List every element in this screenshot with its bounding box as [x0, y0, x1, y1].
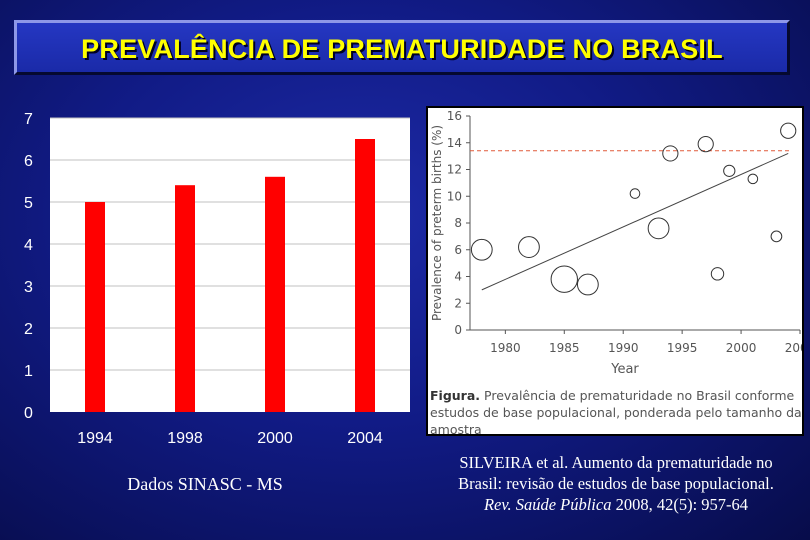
- citation-journal: Rev. Saúde Pública: [483, 495, 612, 514]
- x-tick-label: 1980: [490, 341, 521, 355]
- y-tick-label: 8: [454, 216, 462, 230]
- y-tick-label: 2: [454, 296, 462, 310]
- y-tick-label: 0: [454, 323, 462, 337]
- x-tick-label: 1995: [667, 341, 698, 355]
- citation-line-1: SILVEIRA et al. Aumento da prematuridade…: [459, 453, 773, 472]
- bar-chart: 0 1 2 3 4 5 6 7 1994 1998 2000 2004: [24, 111, 410, 447]
- data-point: [697, 135, 714, 153]
- figure-caption-text: Prevalência de prematuridade no Brasil c…: [430, 388, 802, 436]
- citation-line-2: Brasil: revisão de estudos de base popul…: [458, 474, 774, 493]
- y-tick-label: 5: [24, 195, 33, 212]
- bar: [355, 139, 375, 412]
- x-axis-label: Year: [610, 362, 639, 377]
- scatter-chart: 0 2 4 6 8 10 12 14 16 1980 1985 1990 1995 2000 2005 Yea…: [430, 109, 804, 377]
- data-point: [710, 267, 725, 281]
- x-tick-label: 2005: [785, 341, 804, 355]
- y-tick-label: 2: [24, 321, 33, 338]
- data-point: [518, 236, 540, 258]
- citation-details: 2008, 42(5): 957-64: [611, 495, 749, 514]
- data-point: [576, 273, 599, 296]
- figure-panel: 0 2 4 6 8 10 12 14 16 1980 1985 1990 1995 2000 2005 Yea…: [426, 106, 804, 436]
- y-tick-label: 1: [24, 363, 33, 380]
- y-axis-label: Prevalence of preterm births (%): [430, 125, 444, 321]
- y-tick-label: 3: [24, 279, 33, 296]
- x-tick-label: 2000: [726, 341, 757, 355]
- y-tick-label: 4: [454, 270, 462, 284]
- bar-chart-source: Dados SINASC - MS: [127, 474, 283, 494]
- citation-line-3: Rev. Saúde Pública 2008, 42(5): 957-64: [430, 494, 802, 515]
- data-point: [747, 173, 759, 185]
- figure-caption-label: Figura.: [430, 388, 481, 403]
- y-tick-label: 6: [454, 243, 462, 257]
- data-point: [550, 265, 578, 293]
- x-tick-label: 1985: [549, 341, 580, 355]
- y-tick-label: 16: [447, 109, 462, 123]
- y-tick-label: 7: [24, 111, 33, 128]
- x-tick-label: 1990: [608, 341, 639, 355]
- data-point: [723, 164, 736, 177]
- y-tick-label: 6: [24, 153, 33, 170]
- bar: [175, 185, 195, 412]
- y-tick-label: 0: [24, 405, 33, 422]
- data-point: [647, 217, 670, 240]
- x-tick-label: 1998: [167, 430, 203, 447]
- y-tick-label: 10: [447, 189, 462, 203]
- bar: [85, 202, 105, 412]
- x-tick-label: 2000: [257, 430, 293, 447]
- figure-caption: Figura. Prevalência de prematuridade no …: [430, 387, 802, 436]
- data-point: [662, 145, 679, 162]
- data-point: [629, 188, 641, 199]
- citation: SILVEIRA et al. Aumento da prematuridade…: [430, 452, 802, 515]
- trend-line: [481, 152, 789, 291]
- data-point: [780, 122, 797, 139]
- title-box: PREVALÊNCIA DE PREMATURIDADE NO BRASIL: [14, 20, 790, 75]
- y-tick-label: 12: [447, 163, 462, 177]
- y-tick-label: 4: [24, 237, 33, 254]
- x-tick-label: 2004: [347, 430, 383, 447]
- y-tick-label: 14: [447, 136, 462, 150]
- data-point: [470, 238, 493, 261]
- x-tick-label: 1994: [77, 430, 113, 447]
- plot-area: [50, 118, 410, 412]
- data-point: [770, 230, 783, 243]
- bar: [265, 176, 285, 412]
- slide-title: PREVALÊNCIA DE PREMATURIDADE NO BRASIL: [81, 34, 723, 64]
